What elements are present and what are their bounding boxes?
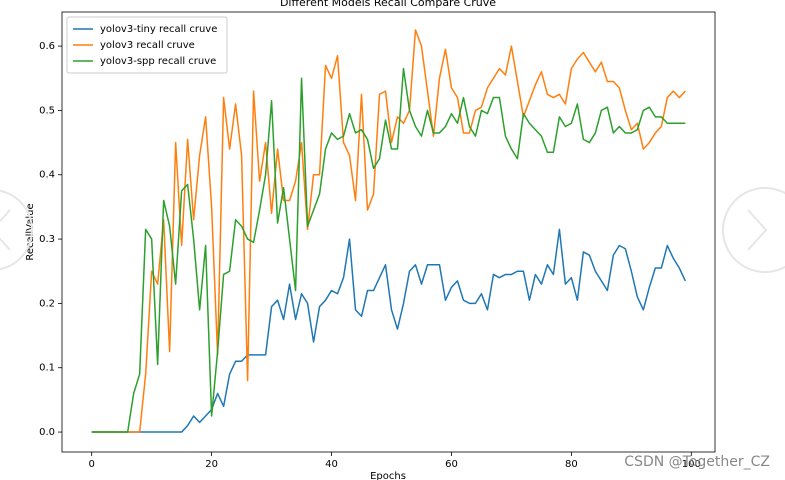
series-line xyxy=(91,228,686,433)
prev-arrow xyxy=(0,209,11,251)
x-tick-label: 60 xyxy=(445,459,458,470)
series-line xyxy=(91,29,686,433)
series-line xyxy=(91,67,686,433)
next-button[interactable] xyxy=(722,187,785,273)
chart-title: Different Models Recall Compare Cruve xyxy=(280,0,496,9)
x-tick-label: 100 xyxy=(682,459,701,470)
y-tick-label: 0.5 xyxy=(39,105,55,116)
watermark: CSDN @Together_CZ xyxy=(624,454,770,470)
next-arrow xyxy=(747,209,768,251)
y-axis-label: RecallValue xyxy=(25,203,36,260)
prev-button[interactable] xyxy=(0,189,33,271)
plot-frame xyxy=(61,11,716,453)
x-tick-label: 0 xyxy=(88,459,94,470)
y-tick-label: 0.6 xyxy=(39,41,55,52)
legend-label: yolov3-spp recall cruve xyxy=(100,56,216,67)
y-tick-label: 0.4 xyxy=(39,170,55,181)
legend-box xyxy=(66,16,228,74)
y-tick-label: 0.0 xyxy=(39,427,55,438)
x-axis-label: Epochs xyxy=(370,471,406,480)
y-tick-label: 0.2 xyxy=(39,298,55,309)
x-tick-label: 40 xyxy=(325,459,338,470)
x-tick-label: 80 xyxy=(565,459,578,470)
y-tick-label: 0.1 xyxy=(39,363,55,374)
plot-area: 0.0 0.1 0.2 0.3 0.4 0.5 0.6 0 20 40 60 80 100 yolov3-… xyxy=(39,11,716,470)
legend-label: yolov3-tiny recall cruve xyxy=(100,24,217,35)
legend-label: yolov3 recall cruve xyxy=(100,40,195,51)
x-tick-label: 20 xyxy=(205,459,218,470)
y-tick-label: 0.3 xyxy=(39,234,55,245)
